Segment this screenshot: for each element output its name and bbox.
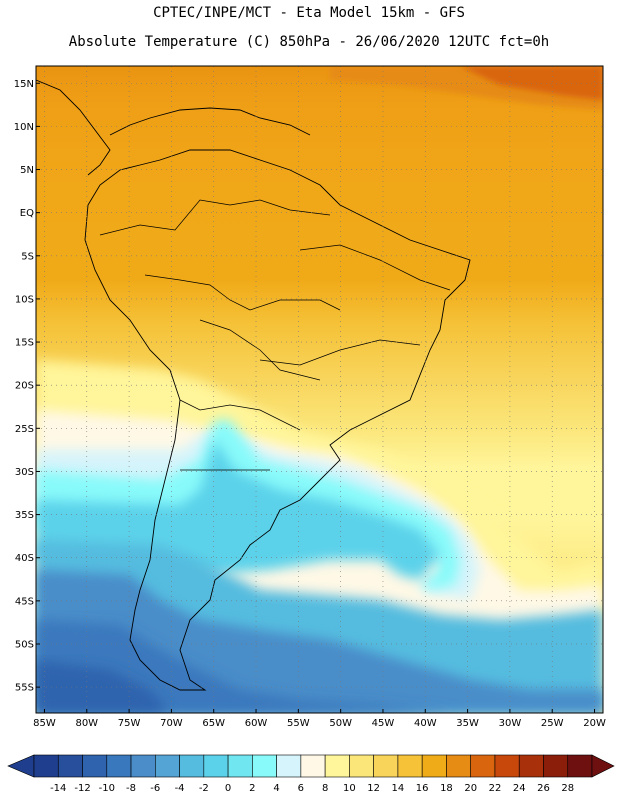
colorbar-label: 26	[537, 783, 550, 794]
lon-label: 75W	[118, 718, 141, 729]
colorbar-label: 28	[561, 783, 574, 794]
colorbar-swatch	[421, 754, 447, 778]
lon-label: 50W	[329, 718, 352, 729]
temperature-field	[36, 66, 603, 713]
lat-label: 30S	[15, 467, 34, 478]
colorbar-label: 24	[513, 783, 526, 794]
lon-label: 45W	[372, 718, 395, 729]
colorbar-label: 0	[225, 783, 231, 794]
colorbar-label: 14	[392, 783, 405, 794]
lat-label: 50S	[15, 639, 34, 650]
lat-label: 10S	[15, 294, 34, 305]
colorbar-swatch	[276, 754, 302, 778]
title-line-2: Absolute Temperature (C) 850hPa - 26/06/…	[68, 34, 550, 50]
colorbar-swatch	[324, 754, 350, 778]
colorbar-swatch	[57, 754, 83, 778]
colorbar-label: 18	[440, 783, 453, 794]
colorbar-label: 10	[343, 783, 356, 794]
colorbar-label: 4	[273, 783, 279, 794]
colorbar-label: -12	[74, 783, 90, 794]
lat-label: EQ	[20, 208, 34, 219]
lon-label: 40W	[414, 718, 437, 729]
colorbar-label: 20	[464, 783, 477, 794]
lat-label: 5S	[21, 251, 34, 262]
lat-label: 35S	[15, 510, 34, 521]
lat-label: 10N	[14, 122, 34, 133]
lon-label: 85W	[33, 718, 56, 729]
colorbar-swatch	[155, 754, 180, 778]
colorbar-label: 12	[367, 783, 380, 794]
borders	[99, 199, 451, 471]
lon-label: 25W	[541, 718, 564, 729]
colorbar-swatch	[494, 754, 520, 778]
colorbar-label: 2	[249, 783, 255, 794]
colorbar-swatch	[543, 754, 569, 778]
colorbar-label: 6	[298, 783, 304, 794]
lon-label: 35W	[456, 718, 479, 729]
lat-label: 5N	[20, 165, 34, 176]
colorbar-swatch	[203, 754, 229, 778]
lat-label: 40S	[15, 553, 34, 564]
lon-label: 55W	[287, 718, 310, 729]
lat-label: 55S	[15, 683, 34, 694]
map-frame	[35, 65, 604, 714]
lat-label: 45S	[15, 596, 34, 607]
colorbar-label: 16	[416, 783, 429, 794]
colorbar-swatch	[106, 754, 132, 778]
colorbar-swatch	[397, 754, 423, 778]
lat-label: 15N	[14, 79, 34, 90]
lat-label: 15S	[15, 338, 34, 349]
colorbar-swatch	[33, 754, 59, 778]
colorbar-swatch	[518, 754, 544, 778]
lon-label: 65W	[202, 718, 225, 729]
colorbar: -14 -12 -10 -8 -6 -4 -2 0 2 4 6 8 10 12 14 16 18 20 22 24 26…	[7, 754, 615, 794]
colorbar-label: -4	[175, 783, 185, 794]
colorbar-label: -14	[50, 783, 66, 794]
colorbar-swatch	[373, 754, 399, 778]
colorbar-swatch	[349, 754, 374, 778]
longitude-labels: 85W 80W 75W 70W 65W 60W 55W 50W 45W 40W 35W 30W 25W 2…	[33, 709, 606, 729]
colorbar-label: 8	[322, 783, 328, 794]
coastlines	[36, 79, 471, 691]
lon-label: 60W	[245, 718, 268, 729]
colorbar-swatch	[179, 754, 205, 778]
colorbar-swatch	[82, 754, 108, 778]
colorbar-swatch	[446, 754, 471, 778]
lon-label: 30W	[499, 718, 522, 729]
colorbar-label: -8	[126, 783, 136, 794]
colorbar-swatch	[130, 754, 156, 778]
colorbar-label: -10	[99, 783, 115, 794]
colorbar-swatch	[470, 754, 496, 778]
colorbar-arrow-high	[591, 754, 615, 778]
latitude-labels: 15N 10N 5N EQ 5S 10S 15S 20S 25S 30S 35S 40S 45S 50S 5…	[14, 79, 40, 694]
lon-label: 80W	[75, 718, 98, 729]
colorbar-swatch	[300, 754, 326, 778]
colorbar-swatch	[252, 754, 277, 778]
colorbar-arrow-low	[7, 754, 35, 778]
colorbar-label: -6	[150, 783, 160, 794]
lat-label: 20S	[15, 381, 34, 392]
lon-label: 70W	[160, 718, 183, 729]
lat-label: 25S	[15, 424, 34, 435]
colorbar-label: -2	[199, 783, 209, 794]
colorbar-label: 22	[489, 783, 502, 794]
colorbar-swatch	[567, 754, 593, 778]
title-line-1: CPTEC/INPE/MCT - Eta Model 15km - GFS	[153, 5, 465, 21]
lon-label: 20W	[583, 718, 606, 729]
colorbar-swatch	[227, 754, 253, 778]
